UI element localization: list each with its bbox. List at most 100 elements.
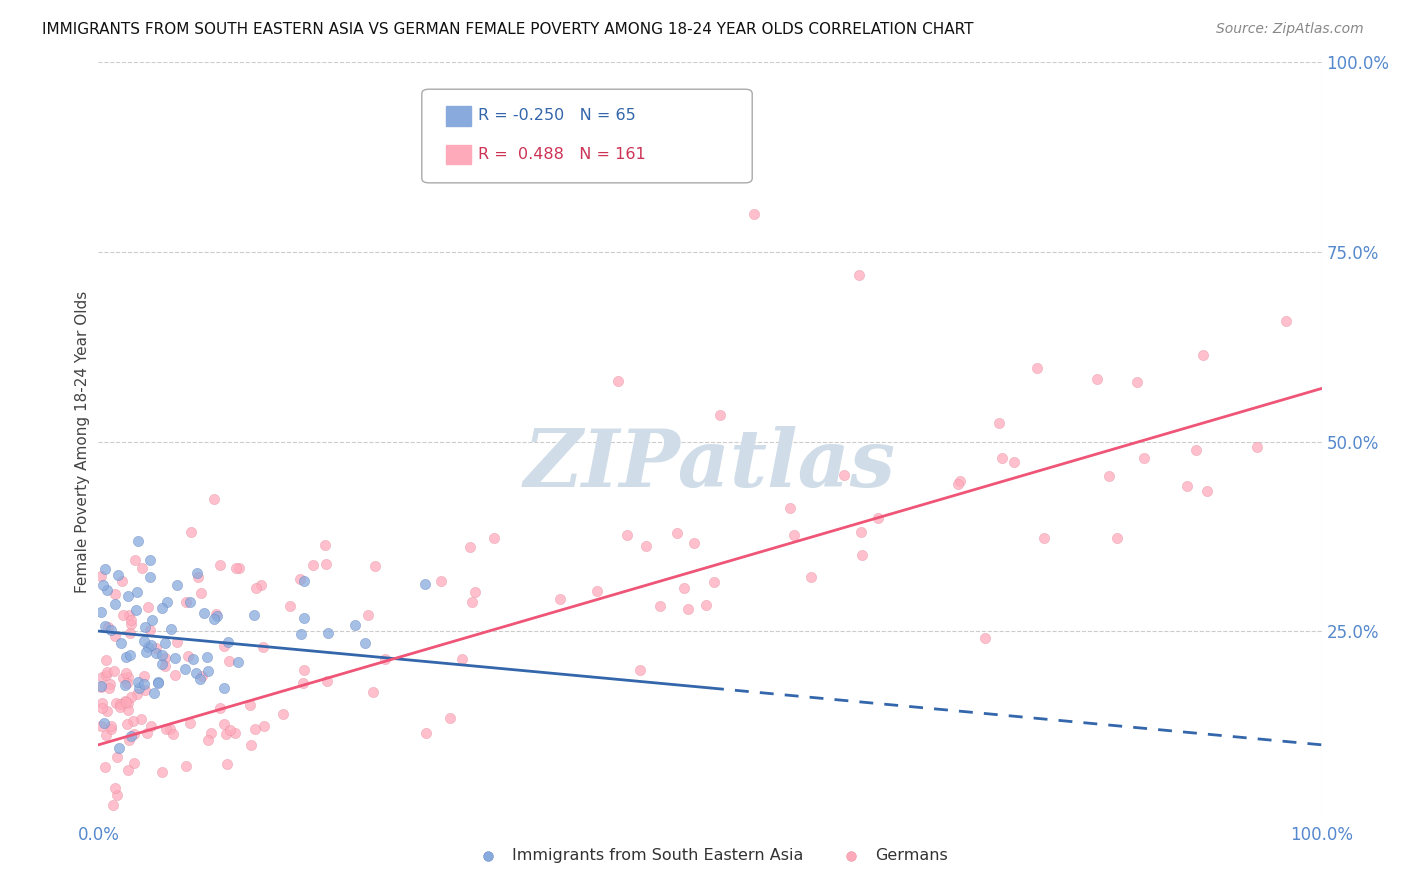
Point [292,574,315,588]
Point [104,780,127,795]
Point [253,719,276,733]
Point [139,570,162,584]
Point [1098,469,1121,483]
Point [100,722,122,736]
Point [110,700,132,714]
Point [586,584,609,599]
Point [104,597,127,611]
Point [108,741,131,756]
Point [111,574,134,588]
Point [117,670,139,684]
Point [783,528,806,542]
Point [153,658,176,673]
Point [101,798,124,813]
Point [948,474,970,488]
Point [115,717,138,731]
Point [145,640,167,655]
Point [91,701,114,715]
Point [202,612,225,626]
Point [160,622,183,636]
Point [1125,375,1147,389]
Point [108,697,131,711]
Point [239,739,262,753]
Point [683,535,706,549]
Point [94,668,117,682]
Point [120,613,142,627]
Point [218,654,240,668]
Point [197,664,219,678]
Point [316,626,339,640]
Point [374,652,396,666]
Point [117,589,139,603]
Point [117,703,139,717]
Point [363,559,385,574]
Point [122,714,145,729]
Point [94,759,117,773]
Point [129,712,152,726]
Point [146,675,169,690]
Point [159,722,181,736]
Point [134,633,156,648]
Point [125,603,148,617]
Point [1025,361,1047,376]
Point [195,649,218,664]
Point [356,607,378,622]
Point [104,587,127,601]
Point [1185,442,1208,457]
Point [114,694,136,708]
Point [946,476,969,491]
Point [98,677,121,691]
Text: R = -0.250   N = 65: R = -0.250 N = 65 [478,109,636,123]
Point [165,650,187,665]
Point [179,716,201,731]
Point [163,668,186,682]
Point [316,674,339,689]
Point [153,635,176,649]
Point [292,664,315,678]
Point [120,617,142,632]
Point [146,674,169,689]
Point [127,674,149,689]
Point [96,582,118,597]
Point [271,707,294,722]
Point [218,723,240,737]
Point [413,577,436,591]
Point [100,624,122,638]
Point [96,728,118,742]
Point [115,695,138,709]
Point [314,538,336,552]
Point [118,626,141,640]
Point [974,631,997,645]
Point [90,605,112,619]
Point [117,696,139,710]
Point [464,584,486,599]
Point [205,607,228,621]
Point [136,726,159,740]
Point [450,652,472,666]
Point [193,607,215,621]
Point [94,653,117,667]
Point [180,524,202,539]
Point [1105,531,1128,545]
Point [1133,450,1156,465]
Point [104,696,127,710]
Point [212,716,235,731]
Point [987,416,1010,430]
Point [97,619,120,633]
Point [288,572,311,586]
Point [112,607,135,622]
Point [139,552,162,566]
Legend: Immigrants from South Eastern Asia, Germans: Immigrants from South Eastern Asia, Germ… [465,842,955,870]
Point [181,652,204,666]
Point [174,595,197,609]
Point [209,558,232,572]
Point [114,678,136,692]
Point [124,552,146,566]
Point [197,732,219,747]
Point [134,669,156,683]
Text: Source: ZipAtlas.com: Source: ZipAtlas.com [1216,22,1364,37]
Point [238,698,260,712]
Point [607,375,630,389]
Point [131,560,153,574]
Point [184,666,207,681]
